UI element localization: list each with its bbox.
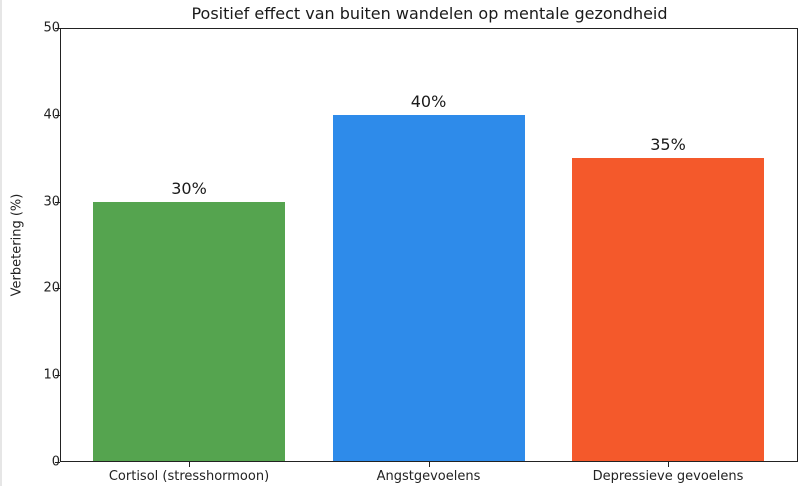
x-tick-mark bbox=[428, 462, 430, 467]
y-tick-mark bbox=[55, 462, 60, 463]
plot-area: 30% 40% 35% bbox=[60, 28, 798, 462]
bar bbox=[332, 114, 525, 461]
y-tick-label: 40 bbox=[43, 107, 60, 123]
y-tick-label: 30 bbox=[43, 194, 60, 210]
y-tick-mark bbox=[55, 375, 60, 377]
bar-value-label: 35% bbox=[650, 135, 686, 155]
y-tick-label: 20 bbox=[43, 280, 60, 296]
x-tick-label: Cortisol (stresshormoon) bbox=[108, 469, 270, 484]
bar bbox=[93, 201, 285, 461]
x-tick-mark bbox=[668, 462, 669, 467]
y-tick-mark bbox=[55, 288, 60, 290]
chart-title: Positief effect van buiten wandelen op m… bbox=[191, 4, 668, 23]
bar-value-label: 40% bbox=[410, 91, 447, 111]
y-tick-label: 10 bbox=[43, 367, 60, 383]
bar-value-label: 30% bbox=[171, 178, 207, 198]
window-edge bbox=[0, 0, 2, 486]
x-tick-mark bbox=[189, 462, 190, 467]
bar bbox=[572, 158, 764, 461]
x-tick-label: Angstgevoelens bbox=[376, 469, 481, 484]
y-tick-mark bbox=[55, 201, 60, 203]
x-tick-label: Depressieve gevoelens bbox=[592, 469, 744, 484]
y-axis-label: Verbetering (%) bbox=[9, 193, 25, 297]
y-tick-label: 50 bbox=[43, 20, 60, 36]
y-tick-mark bbox=[55, 114, 60, 116]
y-tick-mark bbox=[55, 28, 60, 29]
